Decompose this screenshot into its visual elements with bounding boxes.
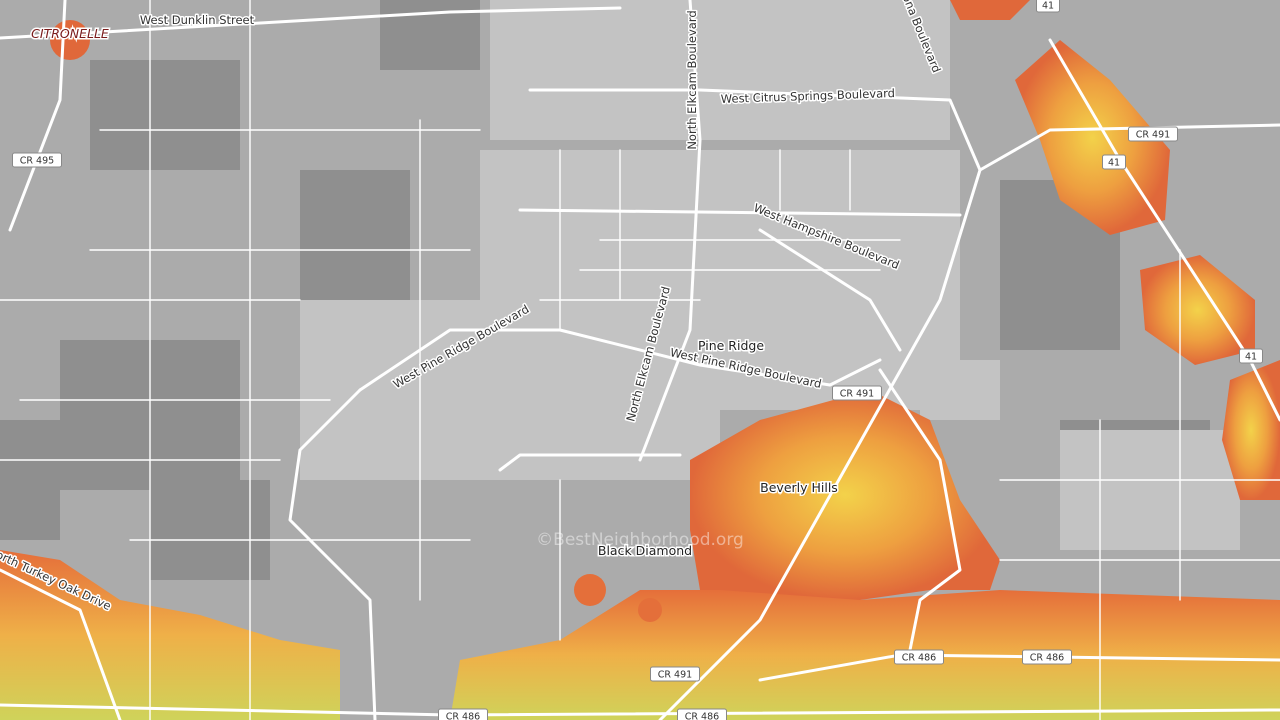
shield-label: CR 491 [1136, 130, 1170, 141]
shield-box [438, 708, 488, 720]
shield-box [1128, 126, 1178, 142]
clusters [574, 574, 662, 622]
shield-label: CR 486 [1030, 653, 1064, 664]
shield-box [894, 649, 944, 665]
shield-box [677, 708, 727, 720]
shield-box [1022, 649, 1072, 665]
shields: CR 495 CR 491 41 41 41 CR 491 CR 491 CR 486 CR 4… [12, 0, 1263, 720]
place-label: Pine Ridge [698, 338, 764, 353]
shield-label: CR 491 [658, 670, 692, 681]
shield-box [650, 666, 700, 682]
shield-label: 41 [1042, 1, 1054, 12]
shield-label: 41 [1108, 158, 1120, 169]
place-label: CITRONELLE [31, 26, 109, 41]
shield-box [1102, 154, 1126, 170]
shield-label: CR 486 [685, 712, 719, 720]
place-label: Black Diamond [598, 543, 692, 558]
shield-box [12, 152, 62, 168]
place-label: Beverly Hills [760, 480, 838, 495]
shield-box [1036, 0, 1060, 13]
shield-box [832, 385, 882, 401]
shield-label: CR 486 [902, 653, 936, 664]
shield-label: CR 495 [20, 156, 54, 167]
watermark: ©BestNeighborhood.org [536, 530, 744, 550]
shield-label: CR 486 [446, 712, 480, 720]
road-label: North Elkcam Boulevard [685, 10, 699, 149]
shield-label: 41 [1245, 352, 1257, 363]
road-label: West Dunklin Street [140, 13, 255, 27]
shield-box [1239, 348, 1263, 364]
shield-label: CR 491 [840, 389, 874, 400]
